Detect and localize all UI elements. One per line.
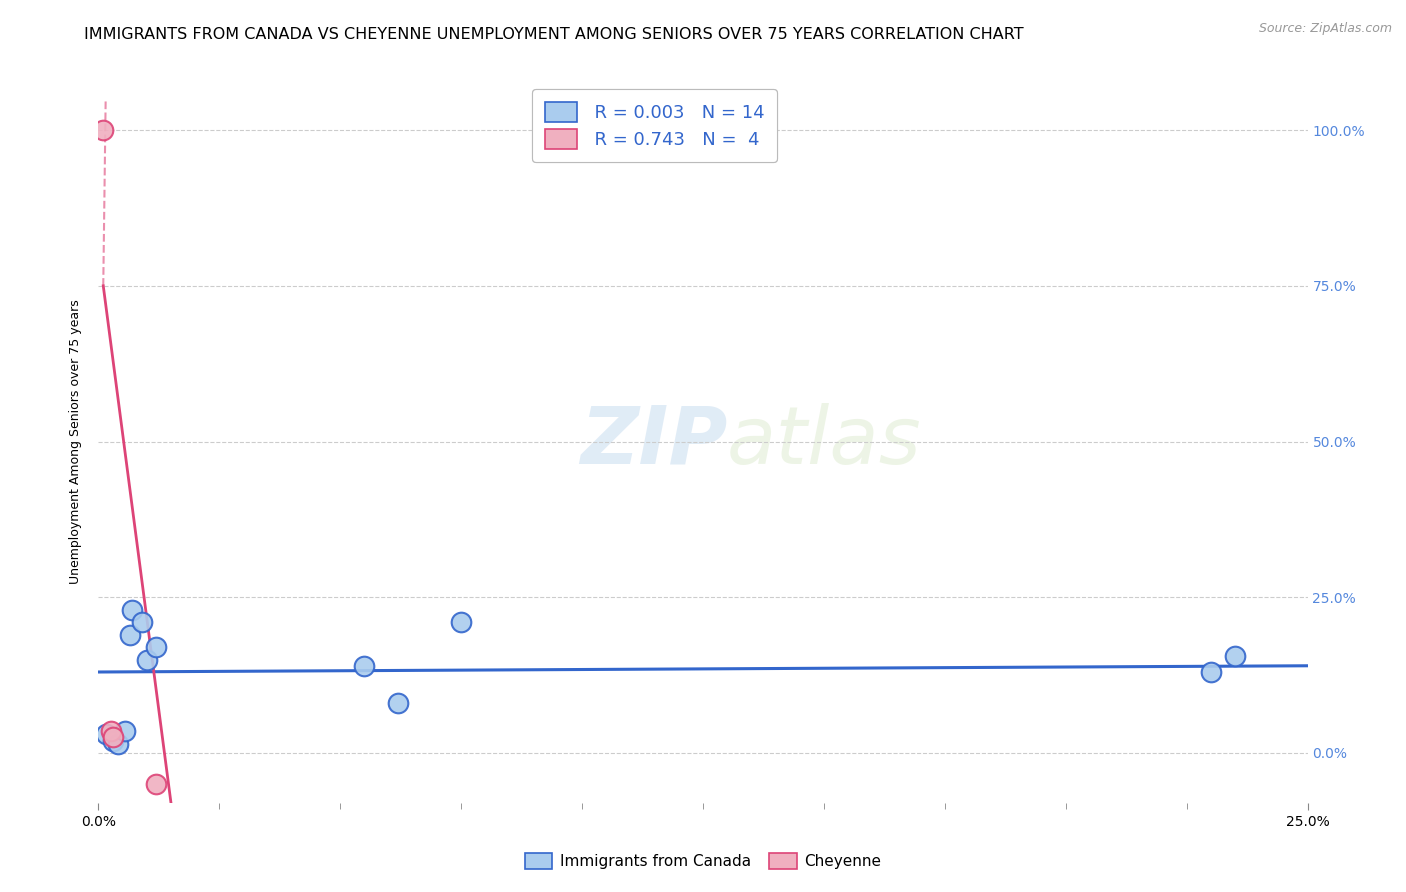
Point [1199, 665, 1222, 679]
Point [101, 731, 124, 745]
Point [101, 733, 124, 747]
Point [121, 603, 143, 617]
Point [107, 737, 129, 751]
Point [118, 627, 141, 641]
Point [94, 727, 117, 741]
Point [114, 724, 136, 739]
Text: atlas: atlas [727, 402, 922, 481]
Point [135, 652, 157, 666]
Point [145, 640, 167, 654]
Point [1223, 649, 1246, 664]
Point [450, 615, 472, 630]
Point [131, 615, 153, 630]
Text: ZIP: ZIP [579, 402, 727, 481]
Point [145, 777, 167, 791]
Legend: Immigrants from Canada, Cheyenne: Immigrants from Canada, Cheyenne [519, 847, 887, 875]
Text: Source: ZipAtlas.com: Source: ZipAtlas.com [1258, 22, 1392, 36]
Y-axis label: Unemployment Among Seniors over 75 years: Unemployment Among Seniors over 75 years [69, 299, 83, 584]
Legend:   R = 0.003   N = 14,   R = 0.743   N =  4: R = 0.003 N = 14, R = 0.743 N = 4 [533, 89, 778, 161]
Point [100, 724, 122, 739]
Point [91, 123, 114, 137]
Point [353, 658, 375, 673]
Text: IMMIGRANTS FROM CANADA VS CHEYENNE UNEMPLOYMENT AMONG SENIORS OVER 75 YEARS CORR: IMMIGRANTS FROM CANADA VS CHEYENNE UNEMP… [84, 27, 1024, 42]
Point [387, 696, 409, 710]
